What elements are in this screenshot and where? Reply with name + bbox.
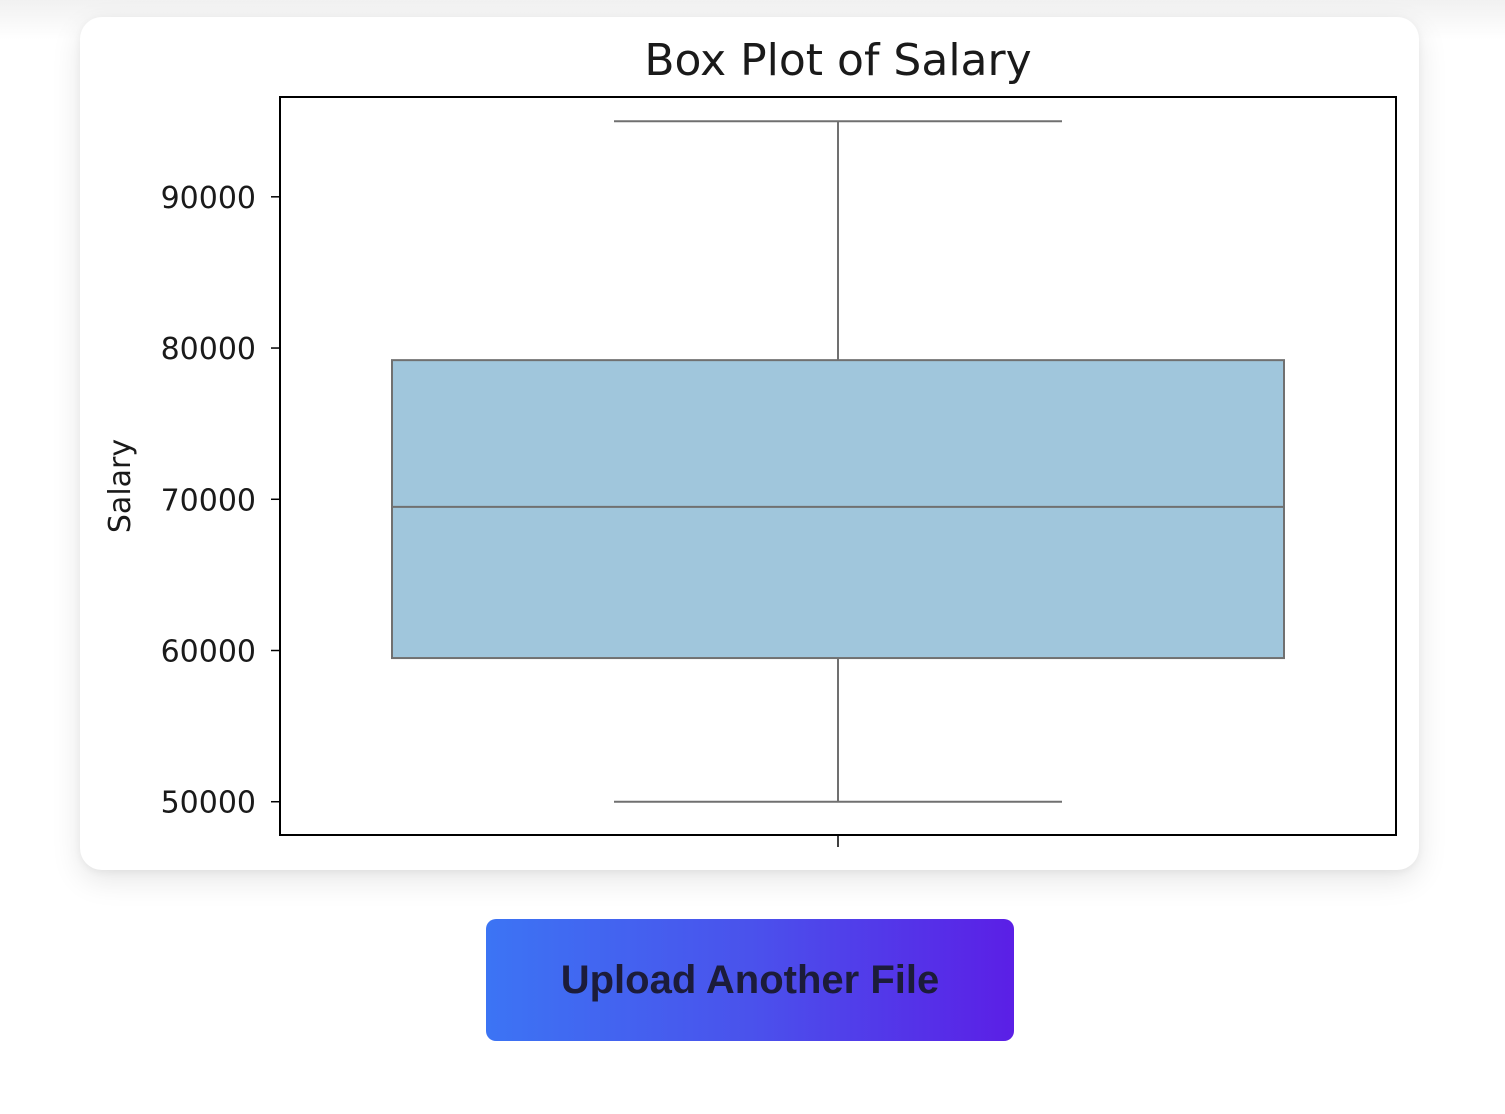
iqr-box [391,359,1285,660]
chart-card: Box Plot of Salary Salary 50000 60000 7000… [80,17,1419,870]
y-tick-label: 70000 [161,483,256,518]
upload-another-file-button[interactable]: Upload Another File [486,919,1014,1041]
y-axis-label: Salary [103,439,138,533]
plot-frame [279,96,1397,836]
box-plot-chart: Box Plot of Salary Salary 50000 60000 7000… [103,35,1397,847]
y-tick-label: 80000 [161,332,256,367]
y-tick-label: 60000 [161,635,256,670]
chart-title: Box Plot of Salary [644,35,1031,86]
y-tick-label: 50000 [161,786,256,821]
y-tick-label: 90000 [161,181,256,216]
